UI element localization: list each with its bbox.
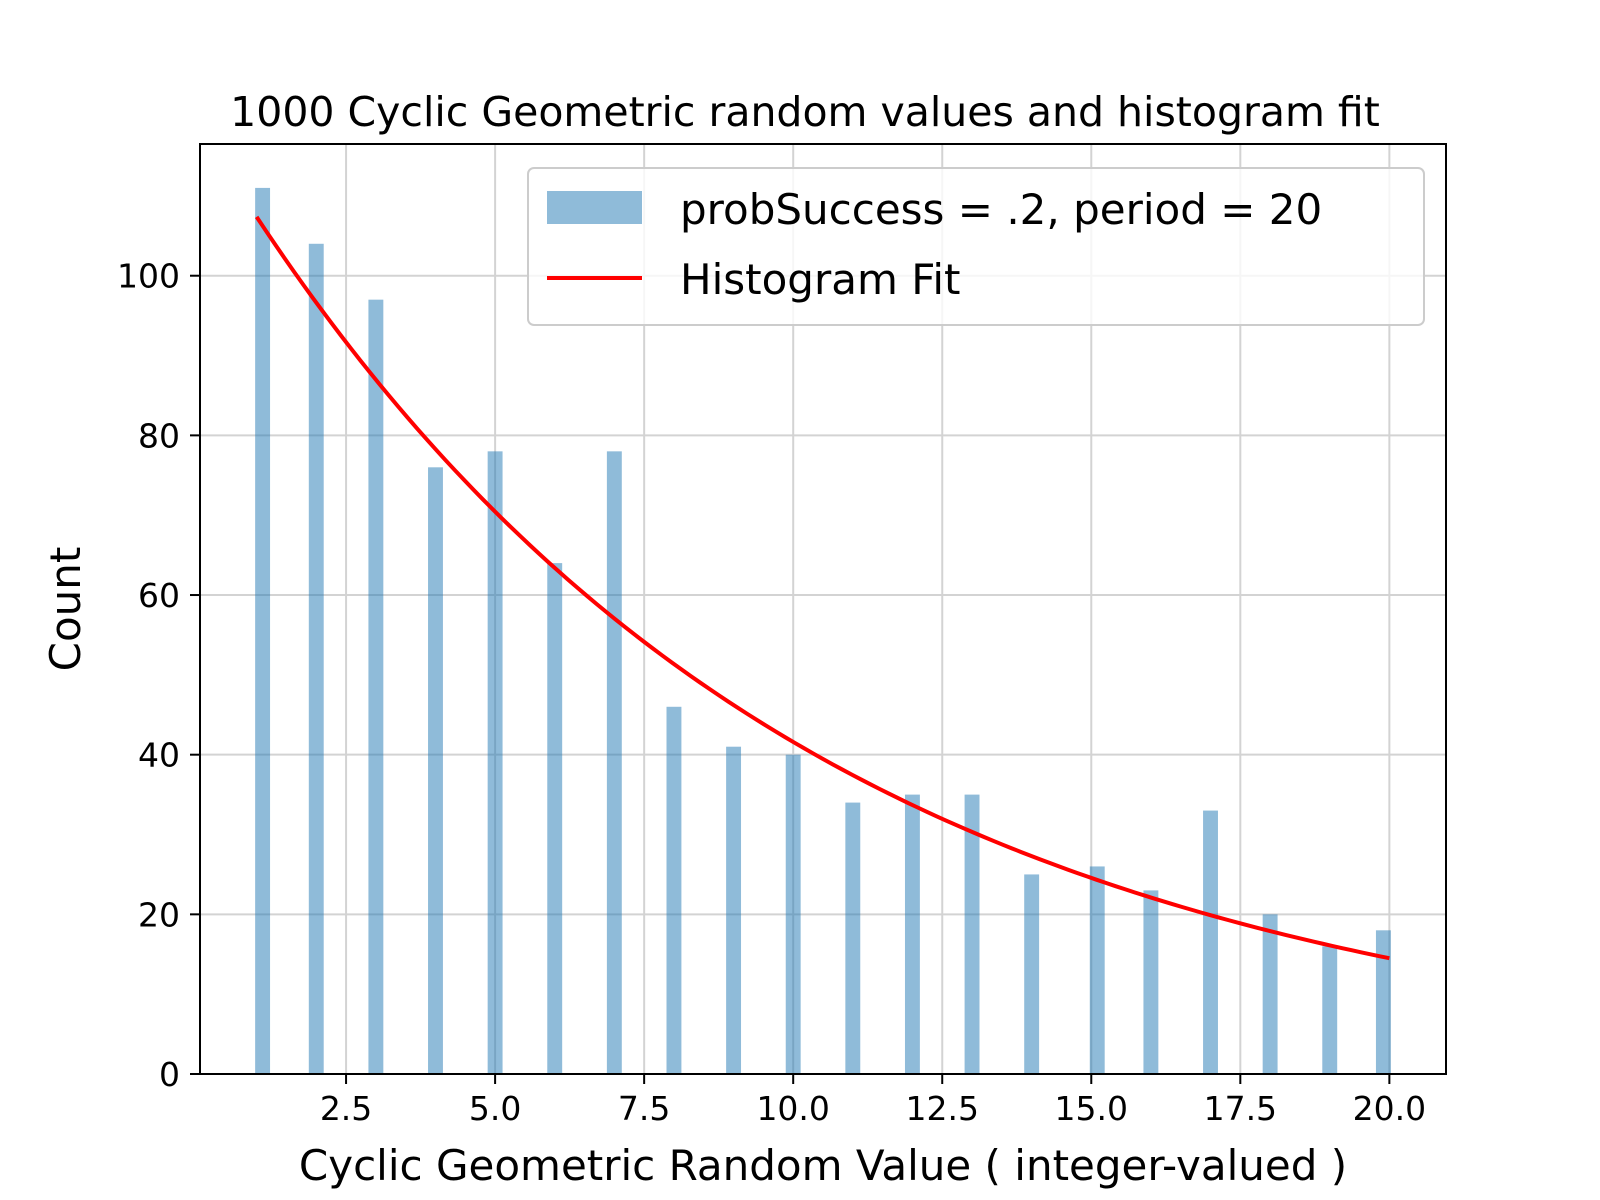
x-tick-label: 10.0 — [756, 1089, 829, 1128]
histogram-bar-6 — [547, 563, 563, 1074]
histogram-bar-2 — [308, 243, 324, 1074]
histogram-bar-1 — [255, 187, 271, 1074]
y-tick-label: 100 — [117, 257, 180, 296]
histogram-fit-line — [254, 215, 1390, 961]
y-axis-label: Count — [41, 547, 90, 672]
x-tick-label: 5.0 — [469, 1089, 521, 1128]
x-tick-label: 20.0 — [1353, 1089, 1426, 1128]
x-tick-label: 7.5 — [618, 1089, 670, 1128]
x-tick-label: 2.5 — [320, 1089, 372, 1128]
y-tick-label: 80 — [138, 416, 180, 455]
histogram-bar-11 — [845, 802, 861, 1074]
histogram-bar-13 — [964, 794, 980, 1074]
histogram-bar-19 — [1322, 946, 1338, 1074]
legend-box — [527, 167, 1425, 326]
histogram-bars — [255, 187, 1391, 1075]
y-axis-ticks: 0 20 40 60 80 100 — [117, 257, 200, 1094]
x-tick-label: 12.5 — [905, 1089, 978, 1128]
legend-bar-label: probSuccess = .2, period = 20 — [680, 185, 1322, 234]
plot-frame — [199, 143, 1447, 1075]
legend-bar-swatch — [547, 191, 642, 224]
histogram-bar-4 — [428, 467, 443, 1075]
x-axis-ticks: 2.5 5.0 7.5 10.0 12.5 15.0 17.5 20.0 — [320, 1074, 1426, 1128]
x-tick-label: 15.0 — [1055, 1089, 1128, 1128]
legend-line-label: Histogram Fit — [680, 255, 960, 304]
histogram-bar-7 — [606, 451, 622, 1074]
legend: probSuccess = .2, period = 20 Histogram … — [527, 167, 1425, 326]
y-tick-label: 60 — [138, 576, 180, 615]
histogram-bar-17 — [1203, 810, 1218, 1074]
x-axis-label: Cyclic Geometric Random Value ( integer-… — [299, 1141, 1347, 1190]
histogram-bar-9 — [726, 746, 742, 1074]
histogram-bar-10 — [785, 754, 801, 1074]
y-tick-label: 0 — [159, 1055, 180, 1094]
histogram-bar-3 — [368, 299, 384, 1074]
histogram-bar-12 — [904, 794, 920, 1074]
histogram-bar-14 — [1024, 874, 1040, 1074]
histogram-bar-8 — [666, 706, 682, 1074]
y-tick-label: 20 — [138, 895, 180, 934]
histogram-bar-20 — [1375, 930, 1391, 1074]
x-tick-label: 17.5 — [1204, 1089, 1277, 1128]
histogram-bar-5 — [487, 451, 503, 1074]
histogram-bar-18 — [1262, 914, 1278, 1074]
chart-title: 1000 Cyclic Geometric random values and … — [230, 88, 1380, 136]
histogram-bar-15 — [1089, 866, 1105, 1074]
y-tick-label: 40 — [138, 736, 180, 775]
histogram-bar-16 — [1143, 890, 1159, 1074]
